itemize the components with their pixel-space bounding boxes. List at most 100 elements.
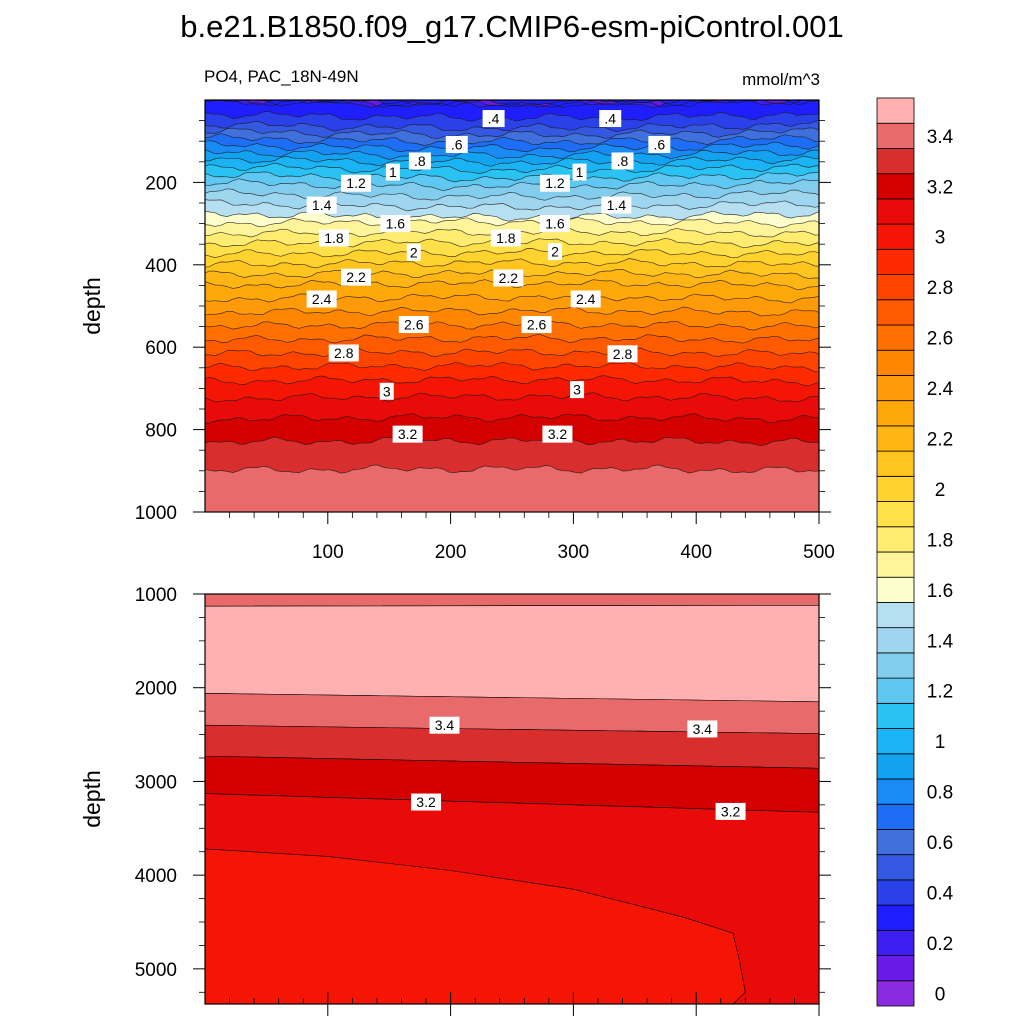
colorbar-box-2.8 — [876, 274, 915, 301]
upper-contour-labels: .4 .4 .6 .6 .8 .8 1 1 1.2 1.2 1.4 1.4 1.6 1.6 1.8 1.8 2 2… — [306, 110, 671, 443]
upper-contour-line-1.6 — [205, 210, 819, 222]
contour-label: 1 — [385, 163, 400, 181]
upper-contour-line-2 — [205, 248, 819, 259]
lower-plot-frame — [204, 593, 820, 1005]
colorbar-box-0 — [876, 980, 915, 1007]
contour-label: 1.4 — [601, 196, 632, 214]
contour-label-box — [306, 290, 337, 308]
upper-contour-line-2.6 — [205, 320, 819, 331]
contour-label-box — [648, 135, 671, 153]
contour-label-box — [379, 382, 394, 400]
lower-ylabel: depth — [79, 770, 105, 828]
upper-contour-line-3.3 — [205, 436, 819, 447]
contour-label-text: 2.8 — [613, 346, 633, 362]
colorbar-box-2.3 — [876, 400, 915, 427]
contour-label-box — [411, 793, 442, 811]
upper-contour-line-3 — [205, 375, 819, 387]
contour-label-box — [482, 110, 505, 128]
colorbar-box-1.8 — [876, 526, 915, 553]
contour-label-box — [715, 802, 746, 820]
colorbar-box-2.5 — [876, 349, 915, 376]
upper-x-tick-label: 500 — [803, 542, 835, 563]
upper-contour-line-0.4 — [205, 111, 819, 122]
contour-label-box — [429, 716, 460, 734]
upper-axes: 100 200 300 400 500 200 400 600 800 1000 — [135, 120, 835, 563]
upper-contour-line-2.4 — [205, 292, 819, 304]
contour-label-box — [408, 152, 431, 170]
contour-label-box — [398, 316, 429, 334]
contour-label-box — [539, 215, 570, 233]
colorbar-label: 0 — [935, 984, 946, 1005]
colorbar-box-3.4 — [876, 122, 915, 149]
contour-label: 2.2 — [341, 268, 372, 286]
contour-label: 3.4 — [687, 720, 718, 738]
upper-x-tick-label: 400 — [680, 542, 712, 563]
upper-contour-line-3.5 — [203, 514, 821, 523]
contour-label-box — [406, 243, 421, 261]
colorbar-box-0.9 — [876, 753, 915, 780]
upper-contour-line-0.5 — [205, 119, 819, 132]
upper-contour-fill — [205, 100, 819, 512]
contour-label: 2 — [406, 243, 421, 261]
upper-y-tick-label: 1000 — [135, 503, 177, 524]
lower-y-tick-label: 2000 — [135, 679, 177, 700]
colorbar-label: 2.2 — [927, 430, 953, 451]
contour-label: 1.2 — [539, 174, 570, 192]
contour-label-box — [521, 316, 552, 334]
lower-band-3.45 — [205, 693, 819, 734]
colorbar-box-2.4 — [876, 375, 915, 402]
colorbar-box-0.1 — [876, 955, 915, 982]
contour-label: 1.4 — [306, 196, 337, 214]
contour-label-text: 2.2 — [499, 270, 519, 286]
colorbar-box-1.1 — [876, 702, 915, 729]
contour-label-box — [542, 425, 573, 443]
upper-contour-line-2.9 — [205, 361, 819, 373]
contour-label-text: 3.4 — [693, 721, 713, 737]
colorbar-box-2 — [876, 475, 915, 502]
colorbar-box-1.9 — [876, 501, 915, 528]
contour-label: 3 — [570, 381, 585, 399]
units-label: mmol/m^3 — [742, 70, 820, 89]
upper-contour-line-0.2 — [205, 100, 817, 109]
upper-contour-line-2.3 — [205, 279, 819, 291]
upper-contour-line-3.2 — [205, 413, 819, 424]
colorbar-box-2.7 — [876, 299, 915, 326]
upper-contour-line-2.8 — [205, 347, 819, 358]
colorbar-label: 0.6 — [927, 833, 953, 854]
contour-label: 3.4 — [429, 716, 460, 734]
lower-deep-region — [205, 848, 746, 1004]
upper-ylabel: depth — [79, 277, 105, 335]
contour-label-text: 3 — [383, 383, 391, 399]
lower-band-3.55 — [205, 604, 819, 703]
upper-y-tick-label: 400 — [145, 256, 177, 277]
colorbar-label: 2.6 — [927, 329, 953, 350]
upper-contour-line-2.7 — [205, 333, 819, 344]
contour-label-text: 1.2 — [346, 175, 366, 191]
colorbar-box-3.3 — [876, 148, 915, 175]
contour-label-text: 2 — [410, 244, 418, 260]
lower-contour-labels: 3.4 3.4 3.2 3.2 — [411, 716, 746, 820]
contour-label-box — [341, 174, 372, 192]
upper-contour-line-1.3 — [205, 178, 819, 192]
contour-label-text: 1 — [576, 164, 584, 180]
lower-y-tick-label: 4000 — [135, 866, 177, 887]
contour-label-text: 1.4 — [312, 197, 332, 213]
colorbar-box-1 — [876, 728, 915, 755]
contour-label: 2.4 — [306, 290, 337, 308]
contour-label-text: 2.6 — [404, 317, 424, 333]
contour-label: 2.8 — [607, 345, 638, 363]
contour-label: 3 — [379, 382, 394, 400]
colorbar-box-0.3 — [876, 904, 915, 931]
contour-label-box — [328, 344, 359, 362]
contour-label: 2 — [547, 243, 562, 261]
contour-label-text: 1.2 — [545, 175, 565, 191]
colorbar-box-2.9 — [876, 248, 915, 275]
contour-label-text: 2.6 — [527, 317, 547, 333]
contour-label: 2.2 — [493, 269, 524, 287]
contour-label-text: 2.4 — [312, 291, 332, 307]
contour-label-box — [611, 152, 634, 170]
contour-label-box — [607, 345, 638, 363]
contour-label-box — [380, 215, 411, 233]
upper-x-tick-label: 100 — [312, 542, 344, 563]
